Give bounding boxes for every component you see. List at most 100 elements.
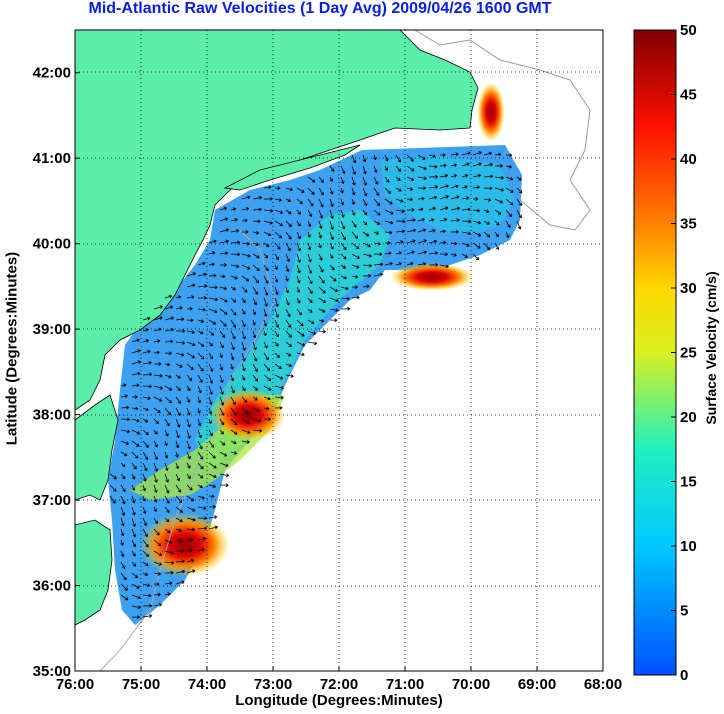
velocity-arrow <box>230 319 237 328</box>
velocity-arrow <box>208 251 216 255</box>
velocity-arrow <box>417 228 427 233</box>
x-tick-label: 68:00 <box>584 676 622 693</box>
velocity-arrow <box>120 572 127 581</box>
velocity-arrow <box>164 462 169 471</box>
colorbar-tick-label: 25 <box>680 345 697 362</box>
velocity-arrow <box>461 185 468 189</box>
velocity-arrow <box>131 451 139 459</box>
hotspot-hatteras <box>140 513 230 577</box>
velocity-arrow <box>241 319 246 328</box>
velocity-arrow <box>175 559 185 564</box>
velocity-arrow <box>318 329 326 334</box>
velocity-arrow <box>274 286 279 295</box>
velocity-arrow <box>351 253 360 259</box>
velocity-arrow <box>131 338 140 343</box>
velocity-arrow <box>109 495 116 504</box>
velocity-vectors <box>109 151 523 620</box>
velocity-arrow <box>406 154 414 162</box>
velocity-arrow <box>439 174 448 178</box>
velocity-arrow <box>362 263 373 268</box>
velocity-arrow <box>230 264 240 269</box>
velocity-arrow <box>263 220 273 225</box>
velocity-arrow <box>362 154 367 163</box>
velocity-arrow <box>494 152 502 157</box>
velocity-arrow <box>153 550 163 556</box>
velocity-arrow <box>230 374 235 382</box>
velocity-arrow <box>274 405 283 410</box>
velocity-arrow <box>219 286 227 291</box>
velocity-arrow <box>164 506 170 514</box>
velocity-arrow <box>208 429 213 437</box>
velocity-arrow <box>131 440 140 447</box>
velocity-arrow <box>274 319 280 328</box>
velocity-arrow <box>384 187 392 194</box>
velocity-arrow <box>164 539 173 545</box>
velocity-arrow <box>439 264 449 269</box>
velocity-arrow <box>461 231 471 236</box>
velocity-arrow <box>274 264 278 270</box>
x-tick-label: 74:00 <box>188 676 226 693</box>
velocity-arrow <box>208 484 216 489</box>
velocity-arrow <box>153 451 159 460</box>
velocity-arrow <box>164 528 171 534</box>
velocity-arrow <box>175 317 185 322</box>
velocity-arrow <box>186 495 195 502</box>
velocity-arrow <box>439 195 449 200</box>
velocity-arrow <box>395 229 405 234</box>
velocity-arrow <box>219 217 229 222</box>
bathymetry-contour <box>414 30 591 231</box>
velocity-arrow <box>285 275 289 282</box>
velocity-arrow <box>230 440 237 445</box>
velocity-arrow <box>186 283 196 288</box>
velocity-arrow <box>241 264 251 270</box>
velocity-arrow <box>208 525 218 530</box>
velocity-arrow <box>428 262 439 267</box>
velocity-arrow <box>142 429 149 436</box>
velocity-arrow <box>439 163 447 168</box>
velocity-arrow <box>274 275 279 283</box>
velocity-arrow <box>252 264 260 272</box>
velocity-arrow <box>131 539 137 548</box>
velocity-arrow <box>197 330 204 335</box>
velocity-arrow <box>450 195 460 200</box>
velocity-arrow <box>164 407 172 416</box>
velocity-arrow <box>131 473 136 480</box>
velocity-arrow <box>483 198 492 202</box>
velocity-arrow <box>164 451 169 459</box>
velocity-arrow <box>120 417 131 422</box>
velocity-arrow <box>230 218 238 222</box>
velocity-arrow <box>461 219 472 224</box>
velocity-arrow <box>164 316 174 321</box>
velocity-arrow <box>175 538 183 543</box>
velocity-arrow <box>186 429 191 439</box>
velocity-arrow <box>131 484 136 491</box>
velocity-arrow <box>142 396 151 400</box>
velocity-arrow <box>296 253 301 263</box>
velocity-arrow <box>230 429 238 435</box>
velocity-arrow <box>340 198 345 206</box>
velocity-arrow <box>362 165 367 175</box>
velocity-arrow <box>131 615 140 620</box>
velocity-arrow <box>131 495 136 504</box>
velocity-arrow <box>274 374 284 380</box>
velocity-arrow <box>274 198 283 202</box>
velocity-arrow <box>307 319 315 324</box>
velocity-arrow <box>395 165 402 172</box>
velocity-arrow <box>208 319 217 325</box>
velocity-arrow <box>483 162 493 167</box>
velocity-arrow <box>307 297 313 304</box>
velocity-arrow <box>241 352 246 362</box>
velocity-arrow <box>263 197 273 201</box>
velocity-arrow <box>131 349 141 354</box>
velocity-arrow <box>230 286 236 291</box>
velocity-arrow <box>142 462 148 472</box>
velocity-arrow <box>120 451 128 457</box>
velocity-arrow <box>340 242 347 251</box>
velocity-arrow <box>307 220 312 227</box>
velocity-arrow <box>384 176 390 183</box>
velocity-arrow <box>197 272 207 277</box>
velocity-arrow <box>142 539 149 548</box>
velocity-arrow <box>417 186 427 191</box>
velocity-arrow <box>505 176 514 181</box>
velocity-arrow <box>384 209 394 215</box>
